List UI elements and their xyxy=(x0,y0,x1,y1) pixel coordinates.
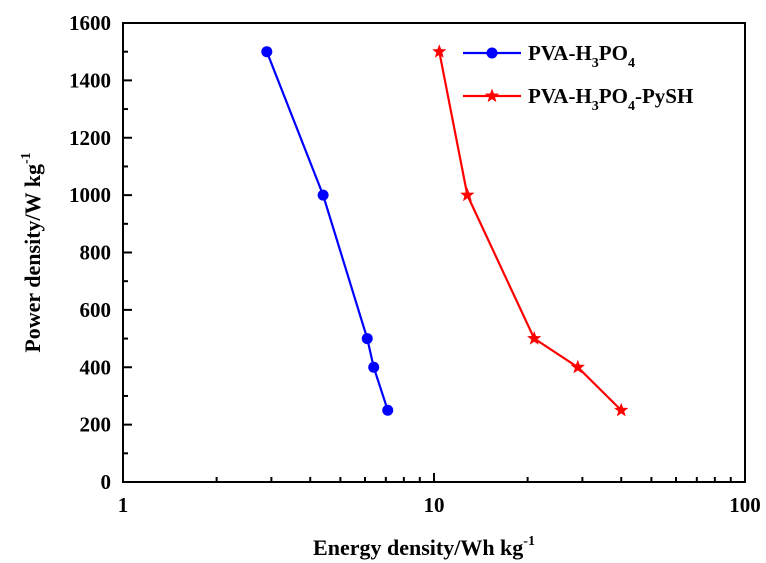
legend: PVA-H3PO4 PVA-H3PO4-PySH xyxy=(463,41,693,114)
legend-symbol-2 xyxy=(484,88,500,103)
series-2-point xyxy=(570,359,585,374)
series-2 xyxy=(432,44,629,417)
legend-1-part-3: 4 xyxy=(628,56,635,71)
x-axis-title-sup: -1 xyxy=(523,534,535,549)
y-tick-label: 1400 xyxy=(69,68,111,92)
y-tick-label: 200 xyxy=(80,413,112,437)
y-tick-labels: 0 200 400 600 800 1000 1200 1400 1600 xyxy=(69,11,111,494)
legend-entry-1: PVA-H3PO4 xyxy=(463,41,635,71)
y-tick-label: 400 xyxy=(80,355,112,379)
series-layer xyxy=(261,44,629,417)
x-tick-label: 100 xyxy=(729,493,761,517)
series-1 xyxy=(261,46,394,416)
series-1-line xyxy=(265,51,389,411)
x-tick-label: 10 xyxy=(424,493,445,517)
series-2-point xyxy=(460,187,475,202)
series-2-point xyxy=(527,331,542,345)
series-1-point xyxy=(368,361,380,373)
legend-marker-1 xyxy=(486,47,498,59)
legend-2-part-2: PO xyxy=(599,84,628,108)
y-axis-title-sup: -1 xyxy=(19,152,34,164)
series-1-point xyxy=(317,189,329,201)
legend-entry-2: PVA-H3PO4-PySH xyxy=(463,84,693,114)
legend-label-1: PVA-H3PO4 xyxy=(528,41,635,71)
legend-2-part-4: -PySH xyxy=(635,84,693,108)
series-1-point xyxy=(261,46,273,58)
series-1-point xyxy=(382,404,394,416)
series-1-point xyxy=(361,333,373,345)
x-axis-title: Energy density/Wh kg-1 xyxy=(313,534,535,560)
legend-1-part-2: PO xyxy=(599,41,628,65)
legend-label-2: PVA-H3PO4-PySH xyxy=(528,84,693,114)
y-tick-label: 1600 xyxy=(69,11,111,35)
y-tick-label: 800 xyxy=(80,241,112,265)
y-axis-title: Power density/W kg-1 xyxy=(19,152,45,352)
legend-2-part-0: PVA-H xyxy=(528,84,592,108)
legend-2-part-3: 4 xyxy=(628,99,635,114)
x-tick-label: 1 xyxy=(118,493,129,517)
legend-symbol-1 xyxy=(486,47,498,59)
y-tick-label: 1200 xyxy=(69,126,111,150)
series-2-point xyxy=(614,402,629,417)
x-axis-title-main: Energy density/Wh kg xyxy=(313,535,523,560)
y-axis-title-main: Power density/W kg xyxy=(20,164,45,353)
x-tick-labels: 1 10 100 xyxy=(118,493,761,517)
legend-marker-2 xyxy=(484,88,500,103)
plot-frame xyxy=(122,22,746,483)
series-2-point xyxy=(432,44,447,58)
y-tick-label: 600 xyxy=(80,298,112,322)
legend-2-part-1: 3 xyxy=(592,99,599,114)
legend-1-part-1: 3 xyxy=(592,56,599,71)
y-tick-label: 0 xyxy=(101,470,112,494)
y-tick-label: 1000 xyxy=(69,183,111,207)
legend-1-part-0: PVA-H xyxy=(528,41,592,65)
